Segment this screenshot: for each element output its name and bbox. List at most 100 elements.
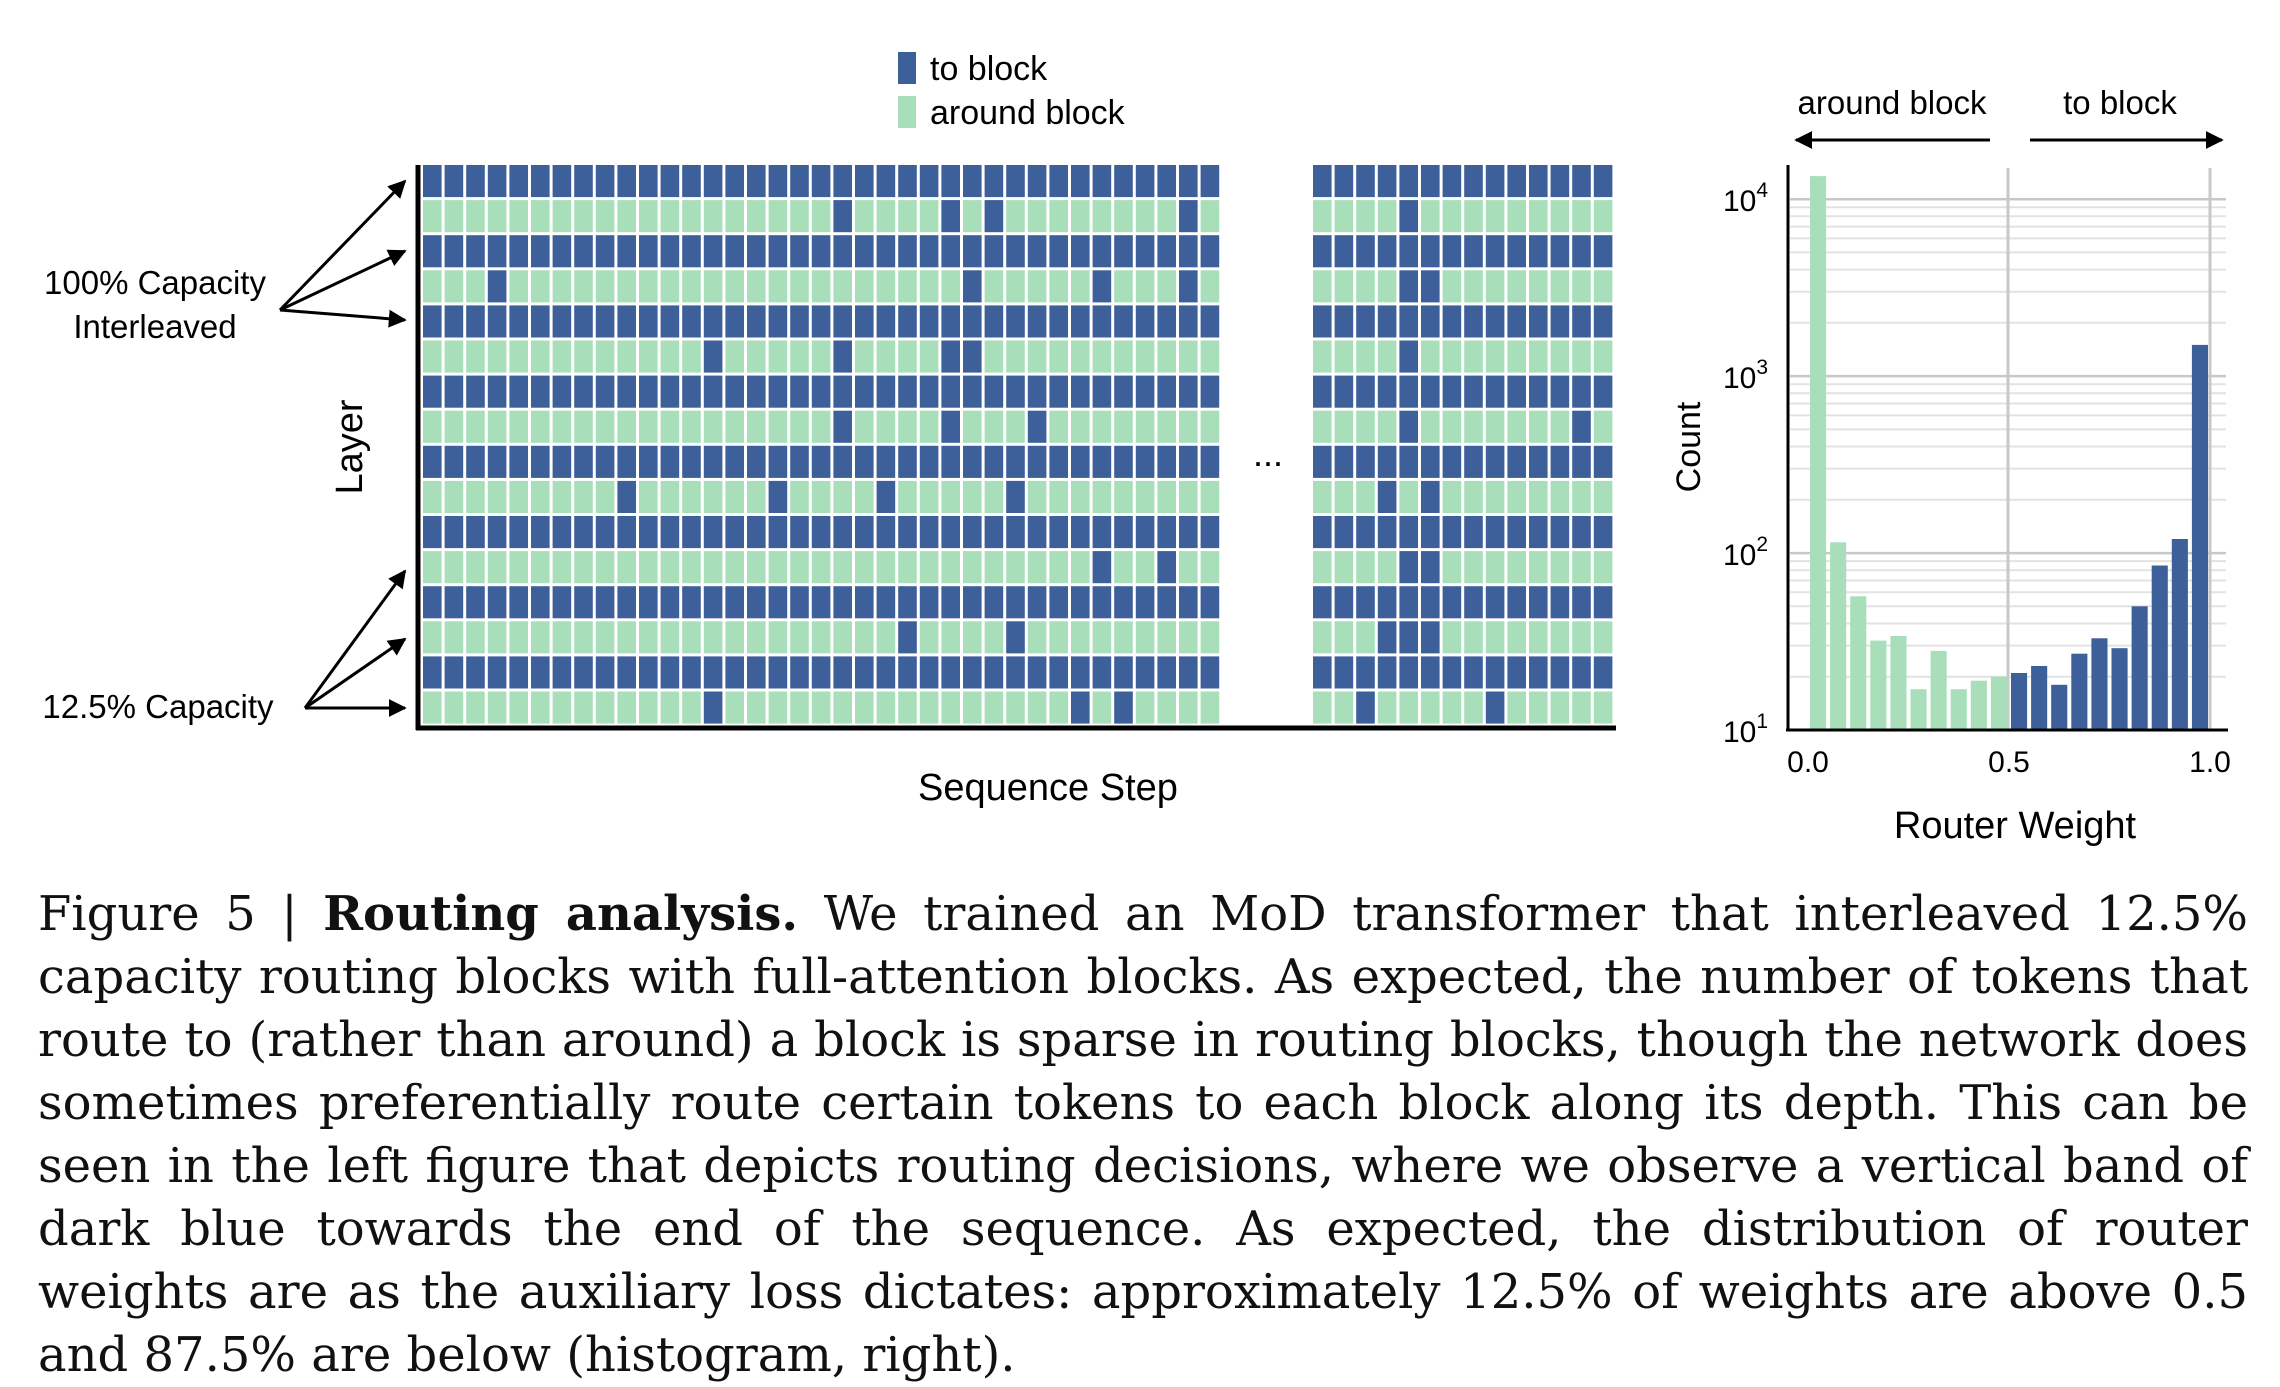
routing-cell [1179,691,1198,724]
routing-cell [811,270,831,303]
routing-cell [876,375,896,408]
routing-cell [1179,480,1198,513]
routing-cell [1157,691,1176,724]
routing-cell [898,375,917,408]
routing-cell [1334,165,1354,198]
histogram-bars [1810,176,2208,731]
routing-cell [660,691,680,724]
histogram-bar-to [2151,565,2168,730]
routing-cell [1135,235,1155,268]
routing-cell [1442,165,1462,198]
routing-cell [1399,516,1418,549]
routing-cell [1157,656,1176,689]
routing-cell [1529,480,1548,513]
routing-cell [531,270,550,303]
routing-cell [1157,340,1176,373]
routing-cell [509,270,528,303]
routing-cell [1507,375,1526,408]
routing-cell [811,691,831,724]
histogram-bar-to [2051,684,2068,730]
routing-cell [941,305,960,338]
routing-cell [639,445,658,478]
routing-cell [1049,165,1068,198]
routing-cell [703,375,723,408]
routing-cell [790,375,809,408]
routing-cell [444,375,464,408]
routing-cell [617,375,636,408]
routing-cell [855,551,874,584]
routing-cell [1179,586,1198,619]
routing-cell [423,340,442,373]
routing-cell [423,270,442,303]
routing-cell [1593,200,1613,233]
routing-cell [444,165,464,198]
routing-cell [531,340,550,373]
routing-cell [1464,200,1483,233]
routing-cell [833,375,852,408]
routing-cell [1027,410,1047,443]
routing-cell [768,235,788,268]
routing-cell [509,340,528,373]
routing-cell [703,305,723,338]
routing-cell [1550,480,1570,513]
routing-cell [1593,305,1613,338]
routing-cell [963,305,982,338]
routing-cell [919,340,939,373]
routing-cell [1200,340,1220,373]
routing-cell [466,691,485,724]
routing-cell [444,410,464,443]
routing-cell [531,480,550,513]
routing-cell [1313,586,1332,619]
routing-cell [1027,165,1047,198]
routing-cell [1200,235,1220,268]
routing-cell [1464,235,1483,268]
routing-cell [1464,375,1483,408]
routing-cell [1421,656,1440,689]
routing-cell [487,586,507,619]
routing-cell [811,480,831,513]
routing-cell [1572,200,1591,233]
routing-cell [1356,375,1375,408]
routing-cell [617,656,636,689]
routing-cell [1313,165,1332,198]
routing-cell [1550,200,1570,233]
routing-cell [898,410,917,443]
routing-cell [768,656,788,689]
routing-cell [574,270,593,303]
routing-cell [1049,270,1068,303]
routing-cell [963,586,982,619]
routing-cell [1092,200,1112,233]
routing-cell [1313,656,1332,689]
routing-cell [1377,200,1397,233]
routing-cell [1572,375,1591,408]
routing-cell [1593,691,1613,724]
routing-cell [1442,586,1462,619]
routing-cell [1334,480,1354,513]
routing-cell [617,445,636,478]
routing-cell [1421,621,1440,654]
routing-cell [552,516,572,549]
routing-cell [1135,340,1155,373]
routing-cell [1572,445,1591,478]
routing-cell [898,165,917,198]
routing-cell [747,551,766,584]
routing-cell [703,691,723,724]
histogram-bar-around [1850,596,1867,730]
routing-cell [1313,410,1332,443]
routing-cell [1356,691,1375,724]
routing-cell [1071,621,1090,654]
routing-cell [984,165,1004,198]
routing-cell [1049,305,1068,338]
routing-cell [725,551,744,584]
routing-cell [509,165,528,198]
routing-cell [1334,270,1354,303]
routing-cell [466,200,485,233]
routing-cell [1550,375,1570,408]
routing-cell [855,375,874,408]
routing-cell [531,551,550,584]
histogram-bar-around [1830,542,1847,730]
routing-cell [1071,691,1090,724]
routing-cell [1356,480,1375,513]
routing-cell [1485,621,1505,654]
routing-cell [1529,445,1548,478]
